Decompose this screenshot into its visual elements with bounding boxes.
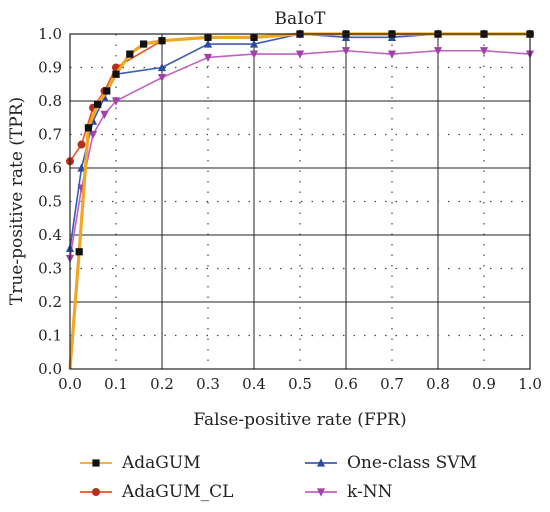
data-point [158, 37, 166, 45]
x-tick-label: 1.0 [518, 375, 542, 393]
data-point [387, 50, 397, 59]
data-point [433, 47, 443, 56]
data-point [341, 47, 351, 56]
x-axis-label: False-positive rate (FPR) [193, 410, 406, 430]
data-point [112, 70, 120, 78]
data-point [295, 50, 305, 59]
legend-item: One-class SVM [305, 453, 477, 473]
data-point [100, 110, 109, 119]
data-point [84, 124, 92, 132]
legend-marker [316, 488, 326, 497]
data-point [249, 39, 259, 48]
legend-marker [92, 459, 100, 467]
data-point [203, 53, 213, 63]
x-tick-label: 0.0 [58, 375, 82, 393]
series-layer [65, 29, 535, 370]
legend-label: k-NN [347, 482, 393, 502]
x-tick-label: 0.2 [150, 375, 174, 393]
legend-marker [316, 458, 326, 467]
data-point [103, 87, 111, 95]
y-tick-label: 0.6 [38, 159, 62, 177]
grid [69, 33, 531, 370]
data-point [157, 62, 167, 72]
data-point [479, 47, 489, 56]
legend-item: k-NN [305, 482, 393, 502]
y-tick-label: 0.0 [38, 360, 62, 378]
x-tick-label: 0.1 [104, 375, 128, 393]
plot-frame [69, 33, 531, 370]
x-tick-label: 0.6 [334, 375, 358, 393]
y-tick-label: 0.4 [38, 226, 62, 244]
data-point [157, 73, 167, 83]
legend-label: AdaGUM [121, 453, 201, 473]
data-point [111, 97, 121, 106]
legend: AdaGUM AdaGUM_CL One-class SVM k-NN [80, 453, 477, 502]
x-tick-labels: 0.0 0.1 0.2 0.3 0.4 0.5 0.6 0.7 0.8 0.9 1.0 [58, 375, 542, 393]
x-tick-label: 0.3 [196, 375, 220, 393]
x-tick-label: 0.7 [380, 375, 404, 393]
y-tick-label: 1.0 [38, 25, 62, 43]
legend-item: AdaGUM [80, 453, 201, 473]
y-tick-label: 0.3 [38, 260, 62, 278]
x-tick-label: 0.8 [426, 375, 450, 393]
legend-label: AdaGUM_CL [121, 482, 233, 502]
x-tick-label: 0.5 [288, 375, 312, 393]
data-point [77, 140, 86, 149]
x-tick-label: 0.4 [242, 375, 266, 393]
y-tick-label: 0.9 [38, 59, 62, 77]
data-point [203, 39, 213, 48]
data-point [94, 100, 102, 108]
data-point [77, 163, 86, 172]
series-adagum [68, 30, 534, 370]
series-one-class-svm [65, 29, 535, 252]
y-tick-label: 0.8 [38, 92, 62, 110]
data-point [75, 248, 83, 256]
series-k-nn [65, 47, 535, 264]
series-line [69, 49, 531, 259]
chart-title: BaIoT [275, 9, 327, 29]
data-point [140, 40, 148, 48]
y-tick-label: 0.7 [38, 126, 62, 144]
data-point [250, 33, 258, 41]
legend-label: One-class SVM [347, 453, 477, 473]
y-axis-label: True-positive rate (TPR) [7, 97, 27, 305]
legend-marker [92, 488, 100, 496]
data-point [88, 130, 98, 140]
data-point [126, 50, 134, 58]
legend-item: AdaGUM_CL [80, 482, 233, 502]
data-point [204, 33, 212, 41]
y-tick-label: 0.5 [38, 193, 62, 211]
x-tick-label: 0.9 [472, 375, 496, 393]
data-point [249, 50, 259, 59]
y-tick-label: 0.2 [38, 293, 62, 311]
y-tick-label: 0.1 [38, 327, 62, 345]
y-tick-labels: 0.0 0.1 0.2 0.3 0.4 0.5 0.6 0.7 0.8 0.9 1.0 [38, 25, 62, 378]
